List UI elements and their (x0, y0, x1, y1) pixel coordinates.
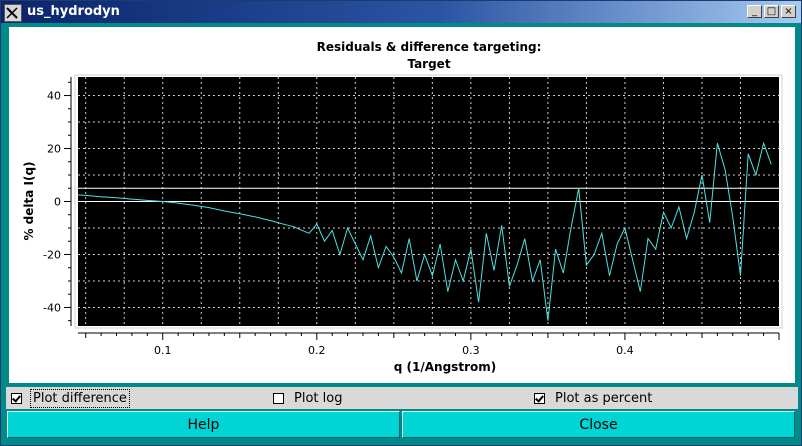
x-tick-label: 0.4 (616, 344, 634, 357)
y-tick-label: 20 (47, 143, 61, 156)
minimize-button[interactable]: _ (747, 5, 762, 18)
plot-area: Residuals & difference targeting: Target… (9, 27, 795, 383)
series-layer (77, 141, 772, 321)
y-tick-label: -40 (43, 301, 61, 314)
y-axis-label: % delta I(q) (22, 161, 36, 240)
checkbox-box-checked[interactable] (534, 392, 545, 404)
y-tick-label: 0 (54, 196, 61, 209)
plot-difference-checkbox[interactable]: Plot difference (11, 387, 130, 409)
x11-logo-icon (6, 7, 18, 19)
plot-subtitle: Target (407, 57, 450, 71)
plot-log-label: Plot log (294, 390, 343, 406)
y-tick-label: -20 (43, 248, 61, 261)
plot-as-percent-checkbox[interactable]: Plot as percent (534, 387, 654, 409)
window-title: us_hydrodyn (27, 4, 120, 19)
x-axis: 0.1 0.2 0.3 0.4 (78, 332, 780, 357)
x-axis-label: q (1/Angstrom) (394, 360, 496, 374)
plot-options-bar: Plot difference Plot log Plot as percent (6, 387, 798, 409)
residual-series-line (77, 141, 772, 321)
maximize-button[interactable]: □ (764, 5, 779, 18)
checkbox-box-unchecked[interactable] (273, 392, 284, 404)
y-axis: -40 -20 0 20 40 (43, 77, 72, 326)
plot-title: Residuals & difference targeting: (317, 40, 542, 54)
close-button[interactable]: Close (402, 411, 795, 438)
y-tick-label: 40 (47, 90, 61, 103)
title-bar[interactable]: us_hydrodyn _ □ × (1, 1, 801, 23)
plot-as-percent-label: Plot as percent (555, 390, 653, 406)
close-window-button[interactable]: × (781, 5, 796, 18)
reference-lines (78, 187, 779, 202)
x-tick-label: 0.1 (154, 344, 172, 357)
x-tick-label: 0.3 (462, 344, 480, 357)
plot-difference-label: Plot difference (30, 388, 130, 408)
checkbox-box-checked[interactable] (11, 392, 22, 404)
x-tick-label: 0.2 (308, 344, 326, 357)
residuals-plot[interactable]: Residuals & difference targeting: Target… (9, 27, 795, 383)
x11-app-icon[interactable] (4, 4, 22, 22)
plot-log-checkbox[interactable]: Plot log (273, 387, 344, 409)
help-button[interactable]: Help (7, 411, 400, 438)
